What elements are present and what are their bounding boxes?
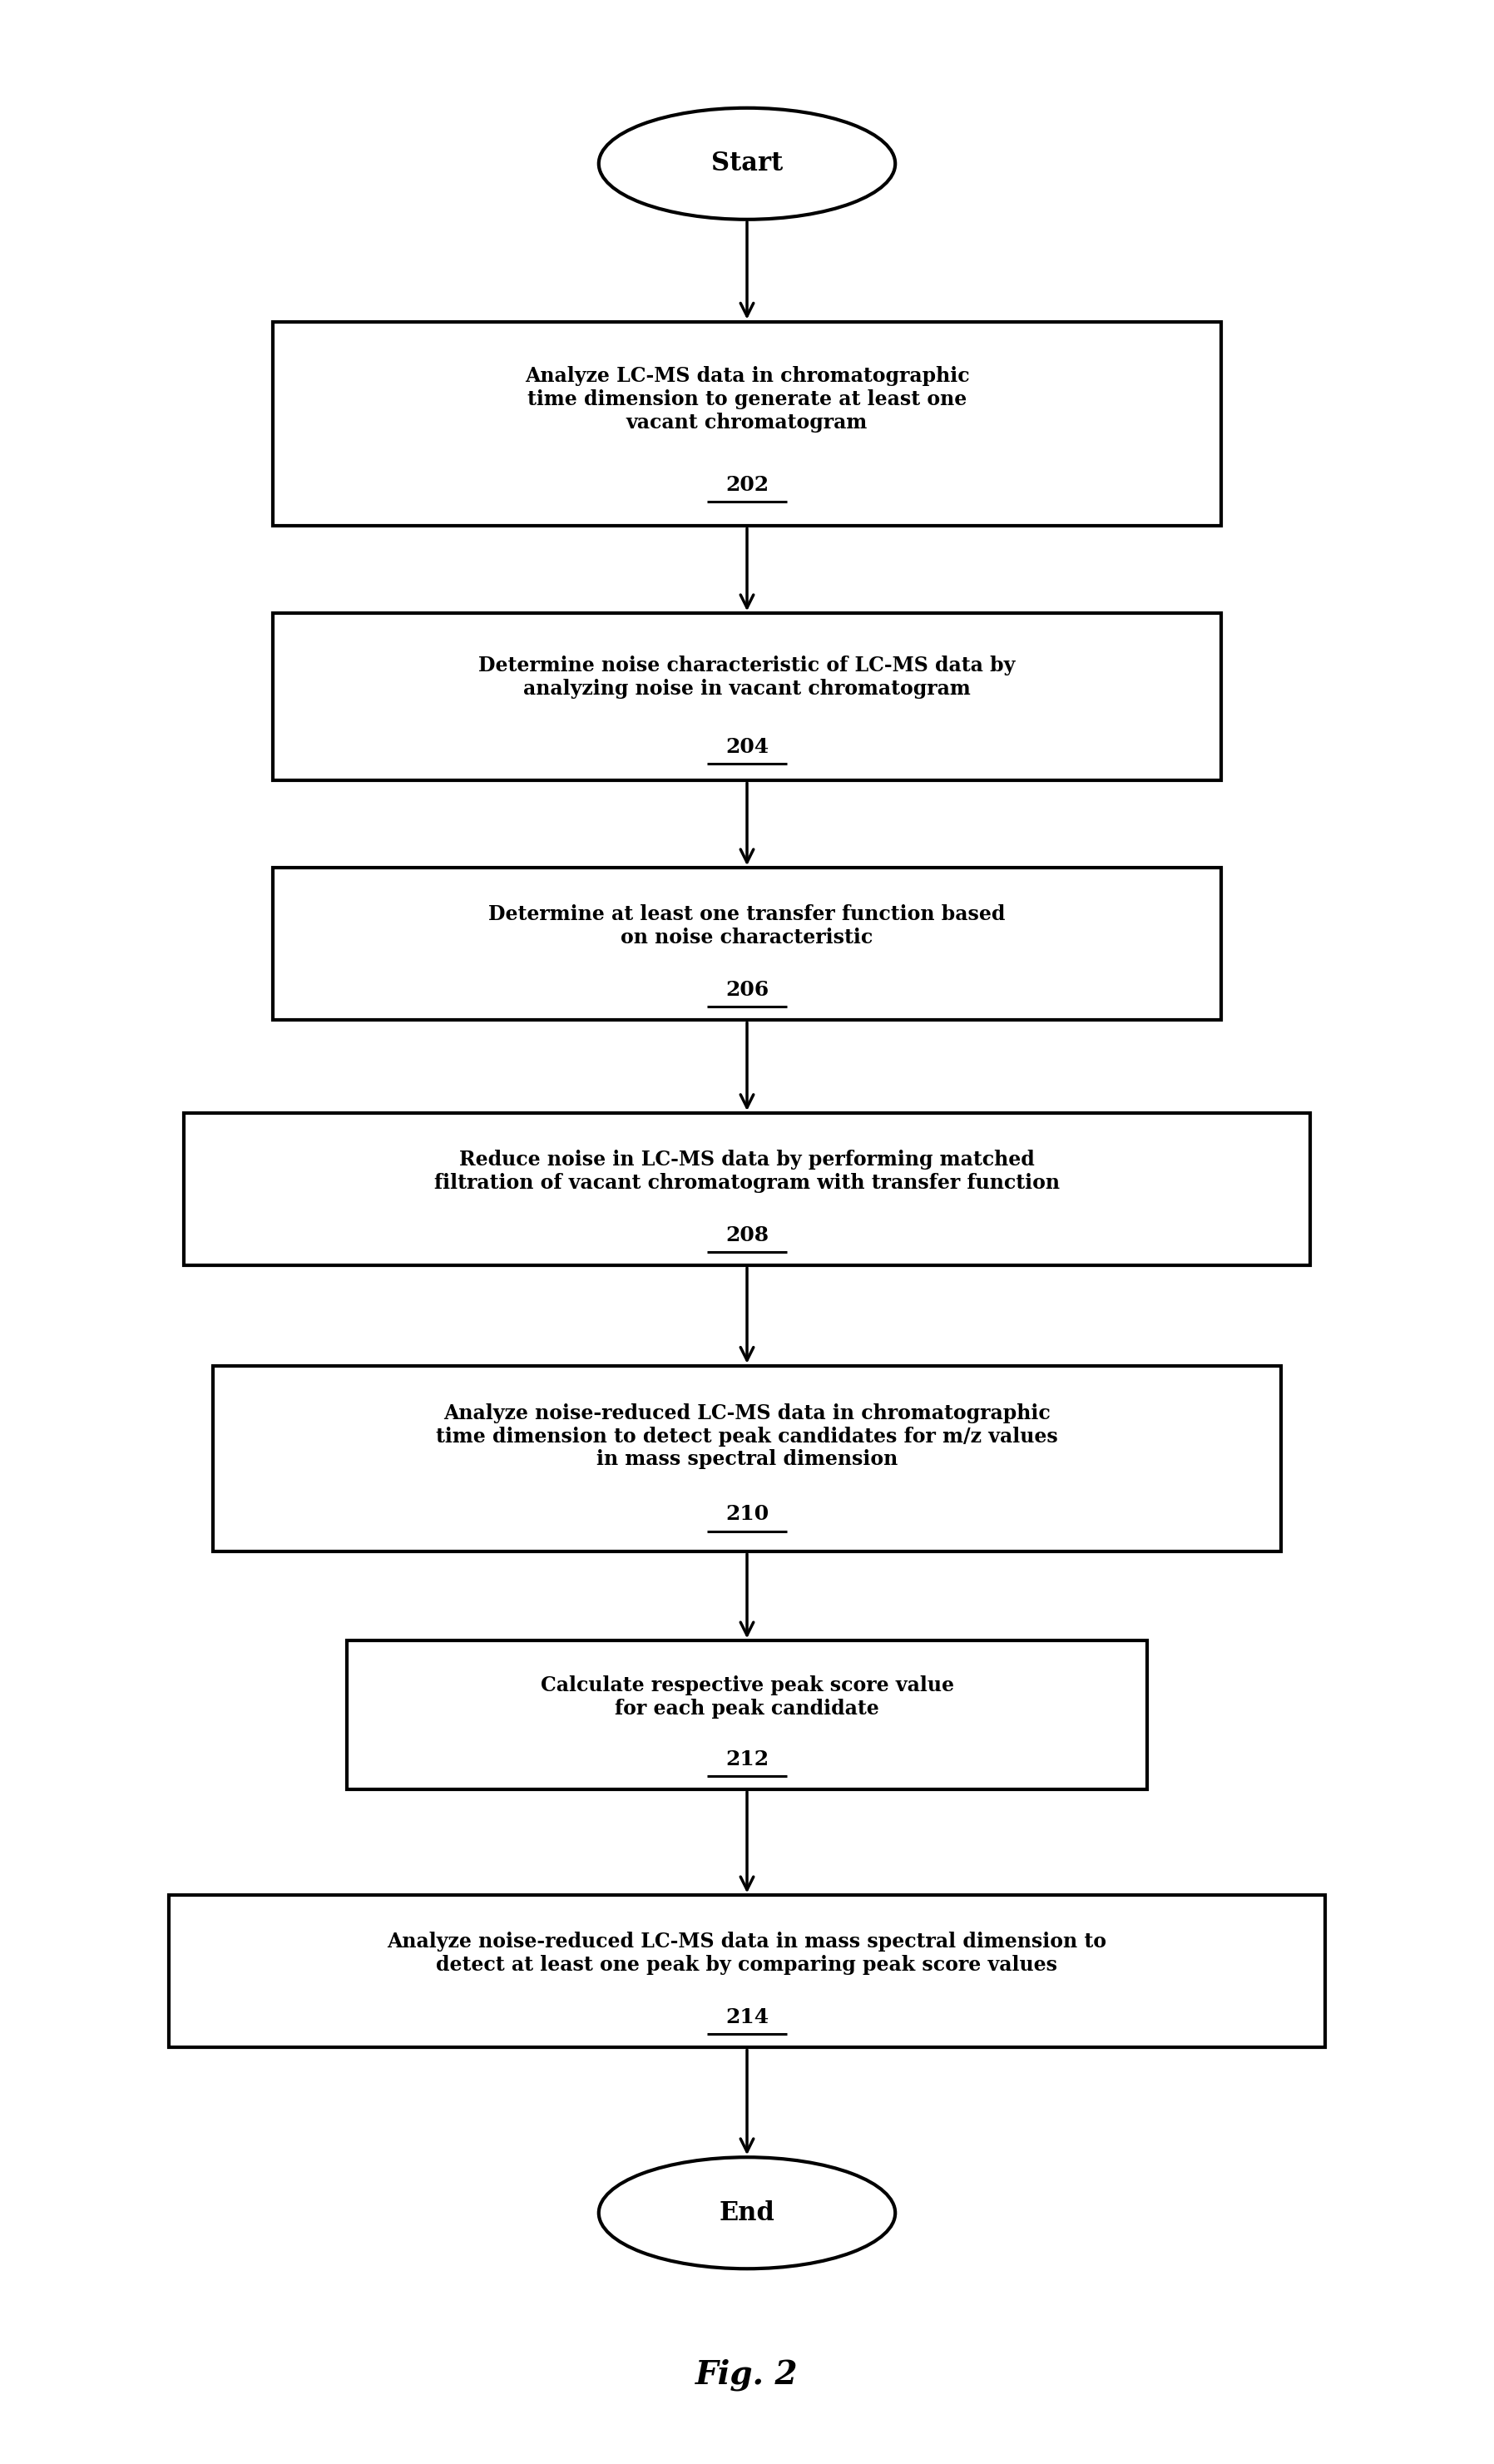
Text: Reduce noise in LC-MS data by performing matched
filtration of vacant chromatogr: Reduce noise in LC-MS data by performing…: [435, 1148, 1059, 1193]
Bar: [184, 1114, 1310, 1266]
Text: Determine at least one transfer function based
on noise characteristic: Determine at least one transfer function…: [489, 904, 1005, 946]
Text: 208: 208: [725, 1225, 769, 1244]
Bar: [169, 1895, 1325, 2048]
Ellipse shape: [599, 108, 895, 219]
Text: 214: 214: [725, 2008, 769, 2028]
Text: 210: 210: [725, 1506, 769, 1525]
Text: Analyze noise-reduced LC-MS data in mass spectral dimension to
detect at least o: Analyze noise-reduced LC-MS data in mass…: [387, 1932, 1107, 1974]
Ellipse shape: [599, 2158, 895, 2269]
Text: Fig. 2: Fig. 2: [696, 2358, 798, 2390]
Text: Analyze noise-reduced LC-MS data in chromatographic
time dimension to detect pea: Analyze noise-reduced LC-MS data in chro…: [436, 1404, 1058, 1469]
Text: Analyze LC-MS data in chromatographic
time dimension to generate at least one
va: Analyze LC-MS data in chromatographic ti…: [524, 367, 970, 431]
Bar: [272, 867, 1222, 1020]
Bar: [214, 1365, 1280, 1552]
Bar: [272, 614, 1222, 781]
Bar: [347, 1641, 1147, 1789]
Text: End: End: [719, 2200, 775, 2225]
Text: 204: 204: [725, 737, 769, 756]
Text: 206: 206: [725, 981, 769, 1000]
Text: 212: 212: [725, 1749, 769, 1769]
Text: Determine noise characteristic of LC-MS data by
analyzing noise in vacant chroma: Determine noise characteristic of LC-MS …: [478, 655, 1016, 697]
Text: Start: Start: [711, 150, 783, 177]
Bar: [272, 323, 1222, 525]
Text: 202: 202: [725, 476, 769, 495]
Text: Calculate respective peak score value
for each peak candidate: Calculate respective peak score value fo…: [541, 1676, 953, 1720]
